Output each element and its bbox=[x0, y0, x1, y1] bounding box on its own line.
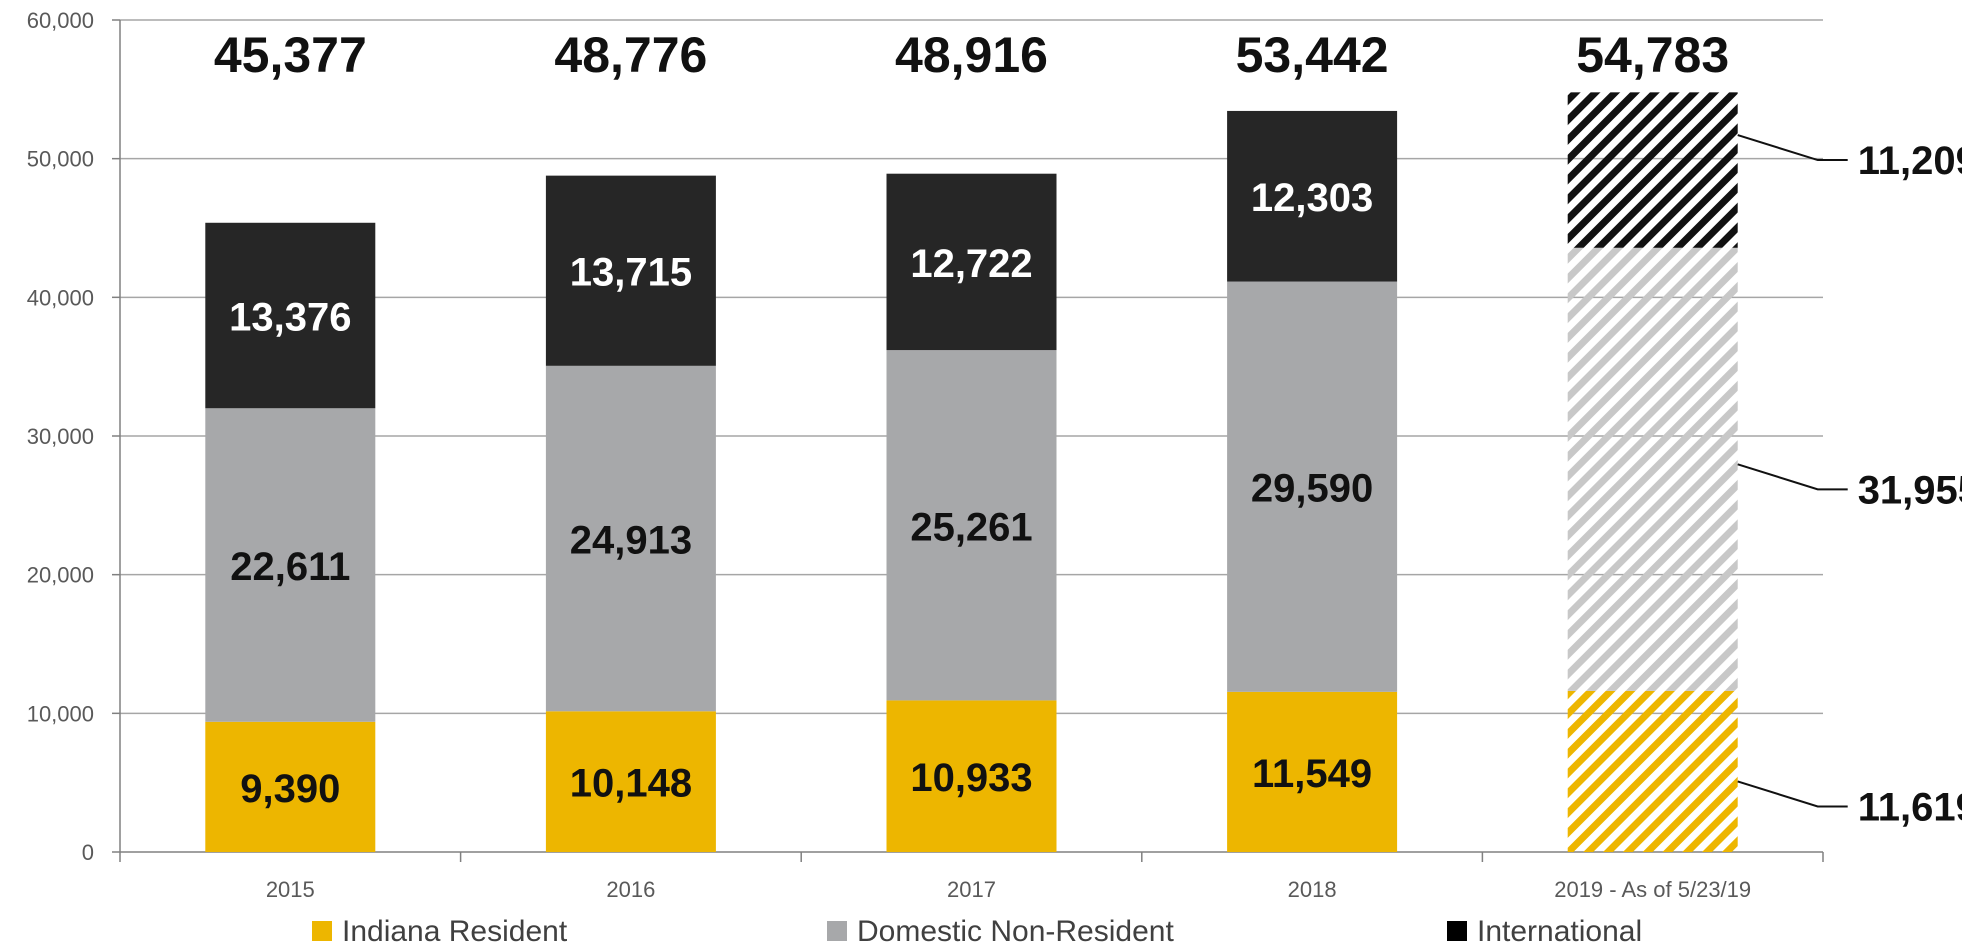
bar-segment bbox=[1567, 690, 1738, 852]
bars bbox=[205, 92, 1738, 852]
y-tick-label: 30,000 bbox=[27, 424, 94, 449]
segment-label: 12,303 bbox=[1251, 176, 1373, 220]
bar-segment bbox=[205, 408, 376, 722]
callout-label: 11,209 bbox=[1858, 139, 1962, 183]
legend-label: International bbox=[1477, 915, 1642, 948]
y-tick-label: 20,000 bbox=[27, 563, 94, 588]
callout-leader bbox=[1737, 134, 1848, 162]
y-tick-label: 50,000 bbox=[27, 147, 94, 172]
bar-segment bbox=[1567, 247, 1738, 691]
y-tick-label: 0 bbox=[82, 840, 94, 865]
segment-label: 10,933 bbox=[910, 756, 1032, 800]
x-tick-label: 2019 - As of 5/23/19 bbox=[1554, 877, 1751, 902]
bar-segment bbox=[545, 175, 716, 366]
bar-segment bbox=[1227, 281, 1398, 692]
bar-segment bbox=[545, 711, 716, 852]
total-label: 48,776 bbox=[554, 27, 707, 83]
total-label: 48,916 bbox=[895, 27, 1048, 83]
total-label: 54,783 bbox=[1576, 27, 1729, 83]
callout-leader bbox=[1737, 463, 1848, 491]
segment-label: 11,549 bbox=[1252, 752, 1372, 796]
data-labels: 9,390 22,611 13,376 45,377 10,148 24,913 13,71… bbox=[214, 27, 1962, 829]
bar-segment bbox=[205, 222, 376, 409]
segment-label: 13,376 bbox=[229, 296, 351, 340]
segment-label: 22,611 bbox=[230, 545, 350, 589]
axes: 0 10,000 20,000 30,000 40,000 50,000 60,000 201… bbox=[27, 8, 1824, 902]
callout-leader bbox=[1737, 780, 1848, 808]
bar-segment bbox=[886, 350, 1057, 701]
segment-label: 13,715 bbox=[570, 251, 692, 295]
bar-segment bbox=[886, 700, 1057, 852]
y-tick-label: 40,000 bbox=[27, 285, 94, 310]
legend-swatch bbox=[827, 921, 847, 941]
legend-swatch bbox=[1447, 921, 1467, 941]
bar-segment bbox=[205, 721, 376, 852]
bar-segment bbox=[545, 365, 716, 712]
segment-label: 9,390 bbox=[240, 767, 340, 811]
x-tick-label: 2017 bbox=[947, 877, 996, 902]
bar-segment bbox=[1227, 110, 1398, 282]
bar-segment bbox=[886, 173, 1057, 351]
segment-label: 29,590 bbox=[1251, 467, 1373, 511]
legend-label: Indiana Resident bbox=[342, 915, 568, 948]
segment-label: 10,148 bbox=[570, 762, 692, 806]
legend: Indiana Resident Domestic Non-Resident Int… bbox=[312, 915, 1642, 948]
total-label: 53,442 bbox=[1236, 27, 1389, 83]
x-tick-label: 2015 bbox=[266, 877, 315, 902]
callout-label: 11,619 bbox=[1858, 785, 1962, 829]
bar-segment bbox=[1227, 691, 1398, 852]
segment-label: 12,722 bbox=[910, 242, 1032, 286]
bar-segment bbox=[1567, 92, 1738, 248]
legend-label: Domestic Non-Resident bbox=[857, 915, 1174, 948]
callout-label: 31,955 bbox=[1858, 468, 1962, 512]
segment-label: 24,913 bbox=[570, 519, 692, 563]
x-tick-label: 2018 bbox=[1288, 877, 1337, 902]
total-label: 45,377 bbox=[214, 27, 367, 83]
y-tick-label: 60,000 bbox=[27, 8, 94, 33]
x-tick-label: 2016 bbox=[606, 877, 655, 902]
y-tick-label: 10,000 bbox=[27, 701, 94, 726]
segment-label: 25,261 bbox=[910, 505, 1032, 549]
legend-swatch bbox=[312, 921, 332, 941]
